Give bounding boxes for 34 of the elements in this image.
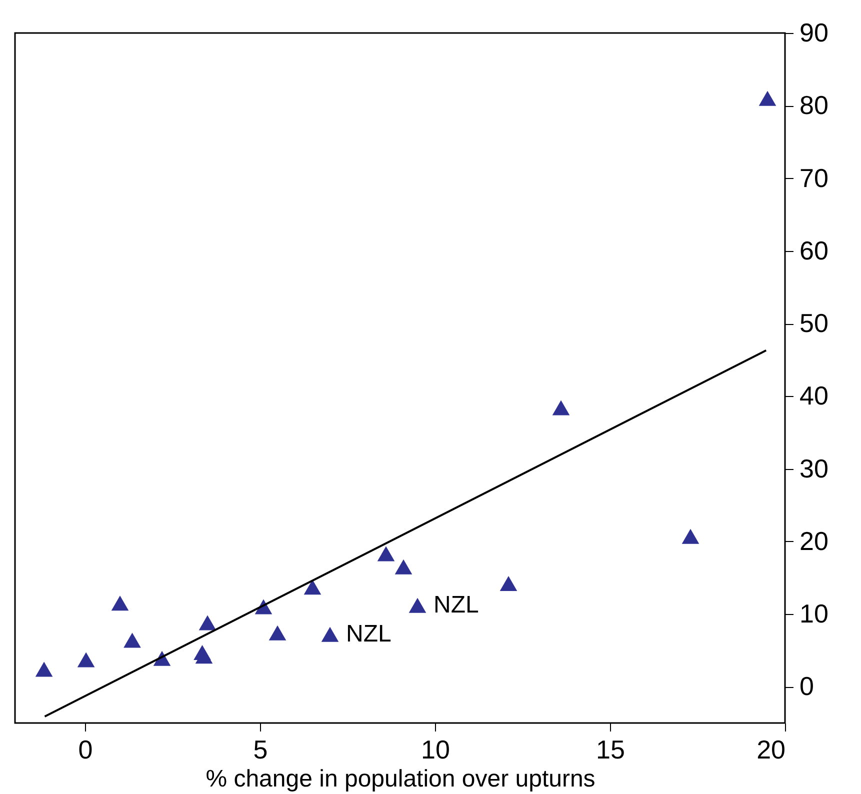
annotation: NZL [434, 591, 479, 618]
point [35, 662, 53, 677]
annotation: NZL [346, 620, 392, 648]
point [124, 632, 141, 648]
x-tick-label: 5 [253, 734, 268, 764]
y-tick-label: 10 [800, 598, 828, 629]
y-tick-label: 50 [800, 308, 828, 338]
point [268, 625, 286, 640]
y-tick-label: 0 [800, 671, 814, 702]
y-tick-label: 70 [800, 162, 828, 193]
point [198, 615, 216, 630]
x-tick-label: 20 [756, 734, 786, 764]
point [408, 598, 426, 613]
x-tick-label: 0 [78, 734, 93, 764]
point [682, 528, 700, 544]
y-tick-label: 80 [800, 90, 828, 120]
x-tick-label: 15 [596, 734, 625, 764]
point [77, 652, 95, 668]
point [377, 546, 395, 562]
point [552, 400, 570, 416]
point [195, 648, 213, 664]
point [500, 576, 518, 592]
y-tick-label: 90 [800, 18, 828, 48]
x-axis-title: % change in population over upturns [206, 766, 596, 792]
point [758, 90, 776, 106]
point [321, 626, 339, 642]
x-tick-label: 10 [421, 734, 450, 764]
y-tick-label: 20 [800, 526, 828, 556]
point [111, 596, 129, 611]
point [394, 559, 412, 574]
y-tick-label: 40 [800, 380, 828, 411]
point [304, 580, 322, 595]
y-tick-label: 60 [800, 235, 828, 266]
y-tick-label: 30 [800, 453, 828, 484]
